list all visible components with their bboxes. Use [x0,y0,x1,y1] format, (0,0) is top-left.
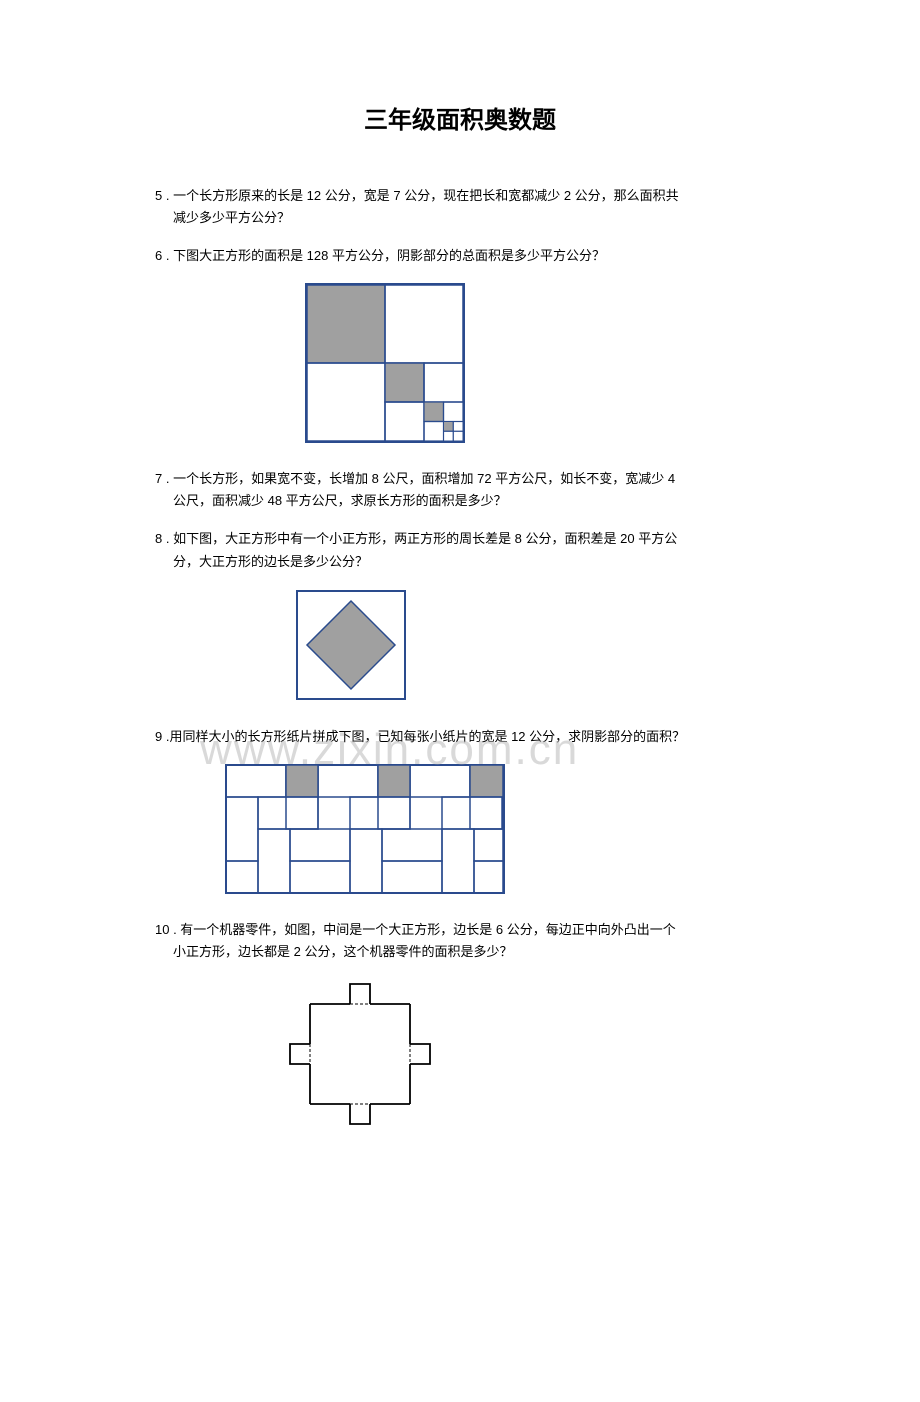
problem-9-line1: 9 .用同样大小的长方形纸片拼成下图，已知每张小纸片的宽是 12 公分，求阴影部… [155,726,810,748]
problem-5-line1: 5 . 一个长方形原来的长是 12 公分，宽是 7 公分，现在把长和宽都减少 2… [155,185,810,207]
problem-10: 10 . 有一个机器零件，如图，中间是一个大正方形，边长是 6 公分，每边正中向… [155,919,810,963]
figure-9 [155,764,810,894]
problem-10-line2: 小正方形，边长都是 2 公分，这个机器零件的面积是多少？ [155,941,810,963]
problem-6: 6 . 下图大正方形的面积是 128 平方公分，阴影部分的总面积是多少平方公分？ [155,245,810,267]
problem-7-line2: 公尺，面积减少 48 平方公尺，求原长方形的面积是多少？ [155,490,810,512]
figure-6 [155,283,810,443]
problem-5-line2: 减少多少平方公分？ [155,207,810,229]
figure-8 [155,589,810,701]
figure-10 [155,979,810,1129]
problem-8: 8 . 如下图，大正方形中有一个小正方形，两正方形的周长差是 8 公分，面积差是… [155,528,810,572]
content-area: 5 . 一个长方形原来的长是 12 公分，宽是 7 公分，现在把长和宽都减少 2… [0,185,920,1129]
problem-10-line1: 10 . 有一个机器零件，如图，中间是一个大正方形，边长是 6 公分，每边正中向… [155,919,810,941]
problem-7: 7 . 一个长方形，如果宽不变，长增加 8 公尺，面积增加 72 平方公尺，如长… [155,468,810,512]
problem-6-line1: 6 . 下图大正方形的面积是 128 平方公分，阴影部分的总面积是多少平方公分？ [155,245,810,267]
problem-8-line2: 分，大正方形的边长是多少公分？ [155,551,810,573]
problem-5: 5 . 一个长方形原来的长是 12 公分，宽是 7 公分，现在把长和宽都减少 2… [155,185,810,229]
page-title: 三年级面积奥数题 [0,100,920,135]
problem-7-line1: 7 . 一个长方形，如果宽不变，长增加 8 公尺，面积增加 72 平方公尺，如长… [155,468,810,490]
problem-8-line1: 8 . 如下图，大正方形中有一个小正方形，两正方形的周长差是 8 公分，面积差是… [155,528,810,550]
problem-9: 9 .用同样大小的长方形纸片拼成下图，已知每张小纸片的宽是 12 公分，求阴影部… [155,726,810,748]
